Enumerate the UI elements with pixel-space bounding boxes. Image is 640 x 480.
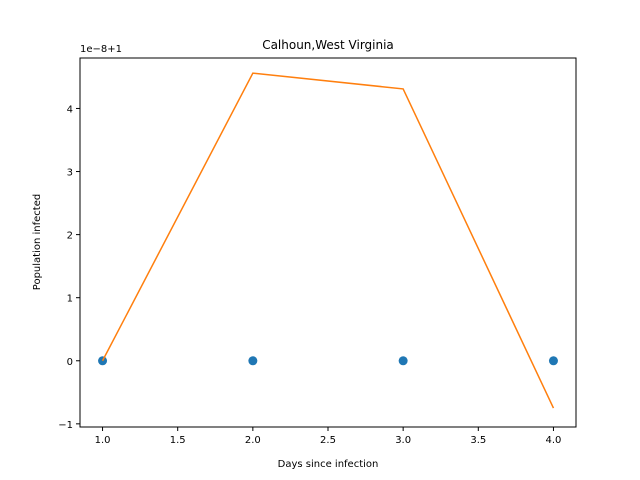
x-tick-label: 2.5	[320, 435, 336, 446]
x-tick-label: 4.0	[546, 435, 562, 446]
y-tick-label: 3	[67, 168, 73, 179]
x-tick-label: 1.0	[95, 435, 111, 446]
x-tick-label: 2.0	[245, 435, 261, 446]
line-series	[101, 72, 555, 409]
y-tick-label: 4	[67, 104, 73, 115]
y-tick-label: 1	[67, 294, 73, 305]
offset-label: 1e−8+1	[80, 44, 122, 55]
scatter-point	[548, 356, 558, 366]
plot-area	[98, 72, 558, 409]
y-tick-label: −1	[58, 420, 73, 431]
x-tick-label: 3.5	[470, 435, 486, 446]
chart-title: Calhoun,West Virginia	[262, 38, 394, 52]
x-axis-label: Days since infection	[278, 459, 379, 470]
y-tick-label: 0	[67, 357, 73, 368]
x-tick-label: 3.0	[395, 435, 411, 446]
scatter-point	[248, 356, 258, 366]
scatter-point	[398, 356, 408, 366]
x-tick-label: 1.5	[170, 435, 186, 446]
y-axis-label: Population infected	[32, 194, 43, 290]
y-tick-label: 2	[67, 231, 73, 242]
